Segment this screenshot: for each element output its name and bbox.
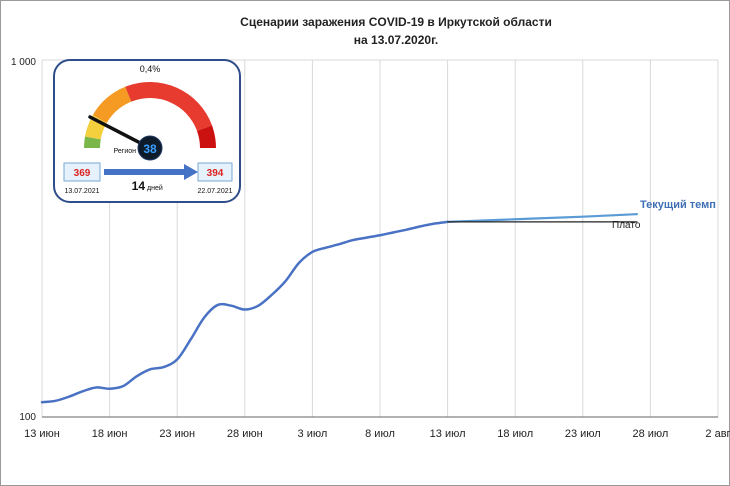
x-tick-label: 18 июн bbox=[92, 428, 128, 440]
start-value-box bbox=[63, 162, 101, 182]
start-date: 13.07.2021 bbox=[64, 188, 99, 195]
gauge-arc-segment bbox=[84, 136, 101, 148]
series-line-actual bbox=[40, 220, 449, 404]
gauge-percent-label: 0,4% bbox=[140, 64, 161, 74]
y-tick-label-1000: 1 000 bbox=[11, 57, 36, 68]
gauge-arc-segment bbox=[92, 86, 132, 123]
gauge-hub bbox=[137, 135, 163, 161]
x-tick-label: 23 июл bbox=[565, 428, 601, 440]
end-value: 394 bbox=[207, 168, 224, 179]
y-tick-label-100: 100 bbox=[19, 412, 36, 423]
x-tick-label: 13 июл bbox=[430, 428, 466, 440]
x-tick-label: 8 июл bbox=[365, 428, 395, 440]
x-tick-label: 28 июн bbox=[227, 428, 263, 440]
gauge-arc-segment bbox=[196, 125, 216, 148]
x-tick-label: 23 июн bbox=[159, 428, 195, 440]
start-value: 369 bbox=[74, 168, 91, 179]
x-tick-label: 13 июн bbox=[24, 428, 60, 440]
gauge-region-label: Регион bbox=[114, 148, 137, 155]
gauge-inset: 0,4% Регион 38 369 13.07.2021 14 дней 39… bbox=[53, 59, 241, 203]
end-date: 22.07.2021 bbox=[197, 188, 232, 195]
gauge-arc-segment bbox=[125, 82, 213, 131]
end-value-box bbox=[197, 162, 233, 182]
days-number: 14 bbox=[132, 179, 146, 193]
x-tick-labels: 13 июн 18 июн 23 июн 28 июн 3 июл 8 июл 13 июл… bbox=[24, 428, 730, 440]
series-label-current-rate: Текущий темп bbox=[640, 199, 716, 211]
x-tick-label: 3 июл bbox=[298, 428, 328, 440]
x-tick-label: 2 авг bbox=[705, 428, 730, 440]
period-arrow-head bbox=[184, 164, 198, 180]
x-tick-label: 18 июл bbox=[497, 428, 533, 440]
gauge-region-code: 38 bbox=[143, 142, 157, 156]
days-unit: дней bbox=[147, 184, 163, 192]
x-tick-label: 28 июл bbox=[632, 428, 668, 440]
chart-subtitle: на 13.07.2020г. bbox=[354, 33, 438, 47]
series-lines bbox=[40, 213, 638, 404]
chart-title: Сценарии заражения COVID-19 в Иркутской … bbox=[240, 15, 552, 29]
series-label-plateau: Плато bbox=[612, 220, 641, 231]
series-line-current-rate bbox=[446, 213, 638, 223]
